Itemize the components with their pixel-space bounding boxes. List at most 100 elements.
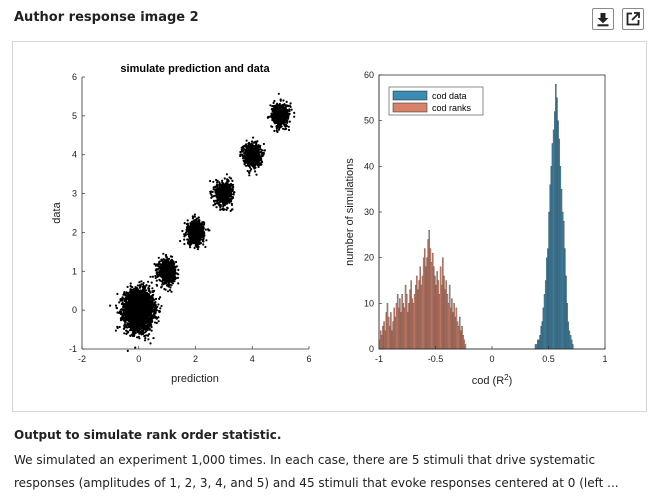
scatter-point-cluster-0: [136, 310, 139, 313]
scatter-point-cluster-3: [214, 189, 217, 192]
scatter-point-cluster-0: [147, 299, 150, 302]
scatter-point-cluster-0: [144, 312, 147, 315]
scatter-point-cluster-2: [192, 215, 195, 218]
scatter-point-cluster-1: [174, 271, 177, 274]
scatter-point-cluster-0: [142, 285, 145, 288]
scatter-point-cluster-0: [140, 323, 143, 326]
scatter-point-cluster-2: [191, 238, 194, 241]
scatter-point-cluster-0: [153, 310, 156, 313]
scatter-point-cluster-0: [139, 325, 142, 328]
scatter-point-cluster-2: [186, 219, 189, 222]
scatter-point-cluster-1: [177, 282, 180, 285]
scatter-point-cluster-0: [154, 312, 157, 315]
figure-title: Author response image 2: [14, 10, 199, 25]
scatter-point-cluster-3: [223, 177, 226, 180]
scatter-point-cluster-2: [201, 227, 204, 230]
scatter-point-cluster-0: [144, 306, 147, 309]
scatter-point-cluster-0: [123, 318, 126, 321]
scatter-point-cluster-1: [172, 260, 175, 263]
scatter-point-cluster-0: [152, 337, 155, 340]
download-button[interactable]: [592, 8, 614, 30]
scatter-point-cluster-2: [193, 246, 196, 249]
scatter-point-cluster-3: [209, 179, 212, 183]
scatter-point-cluster-0: [136, 288, 140, 291]
scatter-point-cluster-0: [119, 319, 123, 322]
scatter-point-cluster-3: [222, 208, 225, 211]
scatter-point-cluster-3: [211, 195, 214, 198]
scatter-point-cluster-3: [219, 193, 222, 196]
scatter-point-cluster-1: [171, 280, 174, 283]
scatter-point-cluster-0: [118, 301, 121, 304]
scatter-point-cluster-3: [230, 202, 233, 205]
scatter-point-cluster-0: [123, 313, 126, 317]
scatter-point-cluster-0: [122, 311, 125, 314]
scatter-point-cluster-0: [151, 303, 154, 306]
scatter-point-cluster-3: [218, 186, 221, 189]
scatter-point-cluster-2: [187, 235, 191, 238]
scatter-point-cluster-0: [131, 286, 134, 289]
scatter-point-cluster-0: [144, 298, 147, 301]
scatter-point-cluster-0: [142, 318, 145, 321]
scatter-point-cluster-1: [164, 273, 167, 276]
scatter-point-cluster-0: [135, 320, 138, 323]
scatter-point-cluster-0: [140, 296, 143, 300]
scatter-point-cluster-1: [170, 290, 173, 293]
scatter-point-cluster-0: [148, 333, 151, 336]
scatter-point-cluster-0: [150, 295, 153, 298]
scatter-point-cluster-0: [145, 284, 148, 287]
scatter-point-cluster-3: [216, 195, 219, 198]
scatter-point-cluster-0: [132, 288, 135, 291]
scatter-point-cluster-0: [147, 280, 150, 283]
scatter-point-cluster-1: [157, 256, 160, 259]
scatter-point-cluster-1: [160, 286, 163, 289]
scatter-point-cluster-0: [138, 332, 141, 335]
scatter-point-cluster-0: [136, 306, 139, 310]
scatter-point-cluster-3: [214, 202, 217, 205]
scatter-point-cluster-2: [189, 225, 192, 228]
scatter-point-cluster-0: [145, 320, 148, 323]
scatter-points: [109, 92, 296, 352]
scatter-point-cluster-1: [170, 262, 173, 265]
scatter-point-cluster-1: [159, 272, 162, 275]
scatter-point-cluster-0: [127, 322, 130, 325]
scatter-point-cluster-2: [197, 240, 200, 243]
scatter-point-cluster-2: [193, 236, 196, 239]
scatter-point-cluster-0: [122, 293, 125, 296]
figure-charts: simulate prediction and data -10123456-2…: [51, 63, 608, 387]
open-external-button[interactable]: [622, 8, 644, 30]
figure-image[interactable]: simulate prediction and data -1 0 1 2 3 4 5 6 -2…: [12, 41, 647, 412]
scatter-point-cluster-0: [134, 286, 137, 289]
scatter-point-cluster-0: [151, 310, 154, 313]
scatter-point-cluster-1: [172, 265, 175, 268]
scatter-point-cluster-0: [121, 296, 124, 299]
scatter-point-cluster-0: [157, 303, 160, 306]
scatter-point-cluster-0: [115, 307, 118, 310]
scatter-point-cluster-0: [125, 305, 128, 308]
scatter-point-cluster-0: [148, 312, 152, 316]
scatter-point-cluster-0: [153, 314, 156, 317]
scatter-point-cluster-0: [140, 280, 143, 283]
scatter-point-cluster-3: [222, 186, 225, 189]
scatter-point-cluster-2: [183, 233, 186, 236]
scatter-point-cluster-0: [155, 321, 158, 325]
scatter-point-cluster-0: [129, 334, 132, 337]
external-link-icon: [626, 12, 640, 26]
scatter-point-cluster-0: [144, 317, 147, 320]
scatter-point-cluster-3: [209, 190, 212, 193]
scatter-point-cluster-3: [214, 199, 217, 202]
scatter-point-cluster-0: [154, 304, 157, 307]
scatter-point-cluster-2: [198, 237, 201, 241]
scatter-point-cluster-3: [224, 188, 227, 192]
scatter-point-cluster-1: [174, 268, 177, 272]
scatter-point-cluster-0: [136, 291, 139, 294]
scatter-point-cluster-2: [187, 241, 190, 244]
scatter-point-cluster-1: [155, 268, 158, 271]
scatter-point-cluster-0: [132, 310, 135, 313]
scatter-point-cluster-1: [174, 266, 177, 269]
scatter-point-cluster-0: [133, 329, 136, 332]
scatter-point-cluster-0: [118, 325, 121, 329]
scatter-point-cluster-2: [199, 242, 202, 245]
scatter-point-cluster-0: [148, 328, 151, 331]
figure-header: Author response image 2: [14, 8, 647, 30]
scatter-point-cluster-0: [148, 324, 152, 327]
